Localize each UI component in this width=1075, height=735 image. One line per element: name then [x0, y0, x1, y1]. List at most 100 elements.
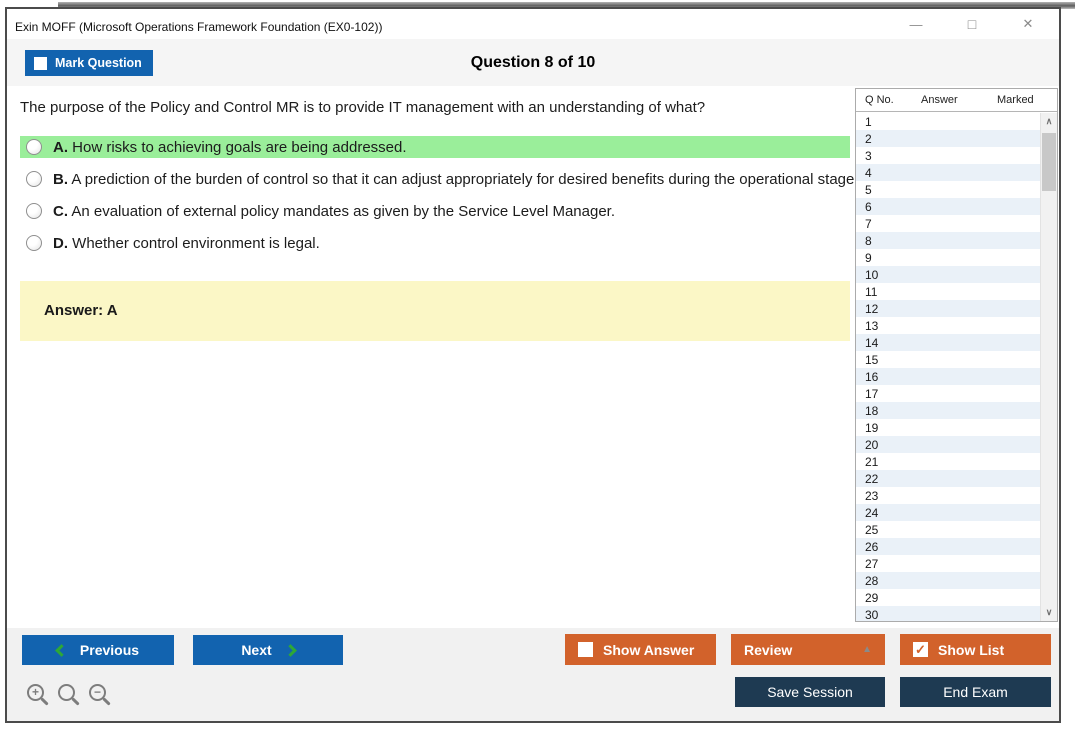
- cell-qno: 6: [865, 199, 872, 214]
- question-list-row[interactable]: 14: [856, 334, 1040, 351]
- question-list-row[interactable]: 13: [856, 317, 1040, 334]
- question-list-row[interactable]: 25: [856, 521, 1040, 538]
- scroll-down-icon[interactable]: ∨: [1045, 607, 1053, 617]
- zoom-toolbar: + −: [27, 684, 106, 701]
- zoom-out-icon[interactable]: −: [89, 684, 106, 701]
- question-list-row[interactable]: 3: [856, 147, 1040, 164]
- cell-qno: 23: [865, 488, 879, 503]
- question-list-row[interactable]: 26: [856, 538, 1040, 555]
- maximize-icon[interactable]: □: [967, 16, 977, 32]
- save-session-button[interactable]: Save Session: [735, 677, 885, 707]
- save-session-label: Save Session: [767, 684, 853, 700]
- question-list-row[interactable]: 11: [856, 283, 1040, 300]
- question-list-row[interactable]: 17: [856, 385, 1040, 402]
- show-answer-button[interactable]: Show Answer: [565, 634, 716, 665]
- cell-qno: 7: [865, 216, 872, 231]
- mark-question-checkbox[interactable]: [34, 56, 47, 70]
- question-list-row[interactable]: 2: [856, 130, 1040, 147]
- question-list-row[interactable]: 30: [856, 606, 1040, 621]
- question-list-row[interactable]: 23: [856, 487, 1040, 504]
- footer-bar: Previous Next Show Answer Review ▲ ✓ Sho…: [7, 628, 1059, 721]
- question-list-scrollbar[interactable]: ∧ ∨: [1040, 113, 1057, 621]
- question-list-row[interactable]: 21: [856, 453, 1040, 470]
- chevron-left-icon: [55, 643, 68, 657]
- question-text: The purpose of the Policy and Control MR…: [20, 99, 706, 116]
- option-letter: B.: [53, 170, 68, 188]
- option-c[interactable]: C. An evaluation of external policy mand…: [20, 200, 850, 222]
- cell-qno: 4: [865, 165, 872, 180]
- cell-qno: 10: [865, 267, 879, 282]
- question-list-row[interactable]: 18: [856, 402, 1040, 419]
- question-list-row[interactable]: 6: [856, 198, 1040, 215]
- cell-qno: 29: [865, 590, 879, 605]
- app-window: Exin MOFF (Microsoft Operations Framewor…: [5, 7, 1061, 723]
- end-exam-label: End Exam: [943, 684, 1008, 700]
- question-list-row[interactable]: 15: [856, 351, 1040, 368]
- caret-up-icon: ▲: [862, 644, 872, 655]
- question-list-row[interactable]: 9: [856, 249, 1040, 266]
- show-list-button[interactable]: ✓ Show List: [900, 634, 1051, 665]
- question-list-header: Q No. Answer Marked: [856, 89, 1057, 112]
- background-window-edge: [58, 2, 1075, 9]
- question-list-row[interactable]: 19: [856, 419, 1040, 436]
- minimize-icon[interactable]: —: [909, 16, 923, 32]
- radio-icon[interactable]: [26, 235, 42, 251]
- options-list: A. How risks to achieving goals are bein…: [20, 136, 859, 254]
- question-list-row[interactable]: 12: [856, 300, 1040, 317]
- column-qno: Q No.: [865, 94, 894, 106]
- question-list-row[interactable]: 27: [856, 555, 1040, 572]
- review-button[interactable]: Review ▲: [731, 634, 885, 665]
- question-list-row[interactable]: 8: [856, 232, 1040, 249]
- question-list-row[interactable]: 28: [856, 572, 1040, 589]
- main-content: The purpose of the Policy and Control MR…: [7, 86, 1059, 628]
- next-button[interactable]: Next: [193, 635, 343, 665]
- cell-qno: 28: [865, 573, 879, 588]
- zoom-reset-icon[interactable]: [58, 684, 75, 701]
- option-letter: D.: [53, 234, 68, 252]
- show-answer-checkbox[interactable]: [578, 642, 593, 657]
- cell-qno: 16: [865, 369, 879, 384]
- question-list-row[interactable]: 1: [856, 113, 1040, 130]
- question-list-row[interactable]: 7: [856, 215, 1040, 232]
- option-d[interactable]: D. Whether control environment is legal.: [20, 232, 850, 254]
- question-list-row[interactable]: 16: [856, 368, 1040, 385]
- previous-button[interactable]: Previous: [22, 635, 174, 665]
- cell-qno: 20: [865, 437, 879, 452]
- question-list-body: 1 2 3 4 5 6 7 8 9 10 11 12 13 14 15 16 17 18 19 20 21 22 23 24 2…: [856, 113, 1040, 621]
- radio-icon[interactable]: [26, 203, 42, 219]
- option-letter: A.: [53, 138, 68, 156]
- question-list-row[interactable]: 24: [856, 504, 1040, 521]
- question-list-row[interactable]: 10: [856, 266, 1040, 283]
- cell-qno: 24: [865, 505, 879, 520]
- scroll-up-icon[interactable]: ∧: [1045, 116, 1053, 126]
- scrollbar-thumb[interactable]: [1042, 133, 1056, 191]
- question-list-row[interactable]: 22: [856, 470, 1040, 487]
- mark-question-button[interactable]: Mark Question: [25, 50, 153, 76]
- zoom-in-icon[interactable]: +: [27, 684, 44, 701]
- option-text: A prediction of the burden of control so…: [71, 170, 859, 188]
- cell-qno: 17: [865, 386, 879, 401]
- show-list-checkbox[interactable]: ✓: [913, 642, 928, 657]
- option-b[interactable]: B. A prediction of the burden of control…: [20, 168, 859, 190]
- end-exam-button[interactable]: End Exam: [900, 677, 1051, 707]
- question-list-row[interactable]: 20: [856, 436, 1040, 453]
- radio-icon[interactable]: [26, 171, 42, 187]
- cell-qno: 2: [865, 131, 872, 146]
- cell-qno: 1: [865, 114, 872, 129]
- question-list-row[interactable]: 4: [856, 164, 1040, 181]
- header-bar: Question 8 of 10 Mark Question: [7, 39, 1059, 86]
- cell-qno: 30: [865, 607, 879, 622]
- mark-question-label: Mark Question: [55, 56, 142, 70]
- cell-qno: 15: [865, 352, 879, 367]
- option-text: An evaluation of external policy mandate…: [71, 202, 615, 220]
- close-icon[interactable]: ✕: [1022, 16, 1034, 31]
- radio-icon[interactable]: [26, 139, 42, 155]
- question-list-row[interactable]: 29: [856, 589, 1040, 606]
- option-a[interactable]: A. How risks to achieving goals are bein…: [20, 136, 850, 158]
- cell-qno: 8: [865, 233, 872, 248]
- window-controls: — □ ✕: [907, 9, 1059, 39]
- answer-label: Answer: A: [44, 302, 118, 319]
- cell-qno: 14: [865, 335, 879, 350]
- cell-qno: 27: [865, 556, 879, 571]
- question-list-row[interactable]: 5: [856, 181, 1040, 198]
